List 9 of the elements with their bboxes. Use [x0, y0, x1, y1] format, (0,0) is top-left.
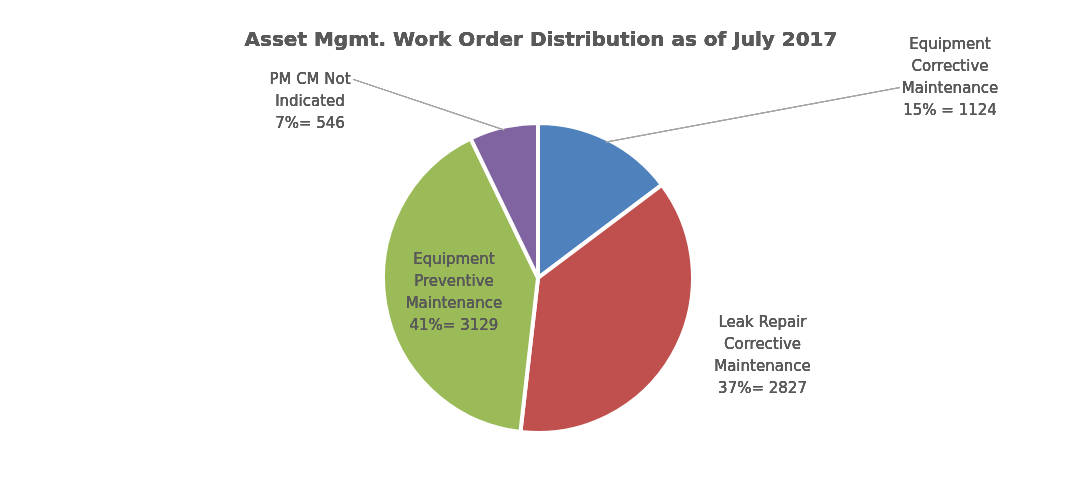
slice-label: Leak Repair Corrective Maintenance	[714, 313, 811, 375]
slice-label: Equipment Corrective Maintenance	[901, 34, 999, 97]
slice-label: PM CM Not Indicated	[269, 70, 351, 111]
data-label: 37%= 2827	[718, 379, 807, 397]
slice-label: Equipment Preventive Maintenance	[405, 250, 503, 313]
data-label: 41%= 3129	[409, 316, 499, 335]
data-label: 7%= 546	[275, 114, 345, 133]
chart-title: Asset Mgmt. Work Order Distribution as of July 2017	[244, 27, 838, 51]
data-label: 15% = 1124	[903, 100, 997, 119]
